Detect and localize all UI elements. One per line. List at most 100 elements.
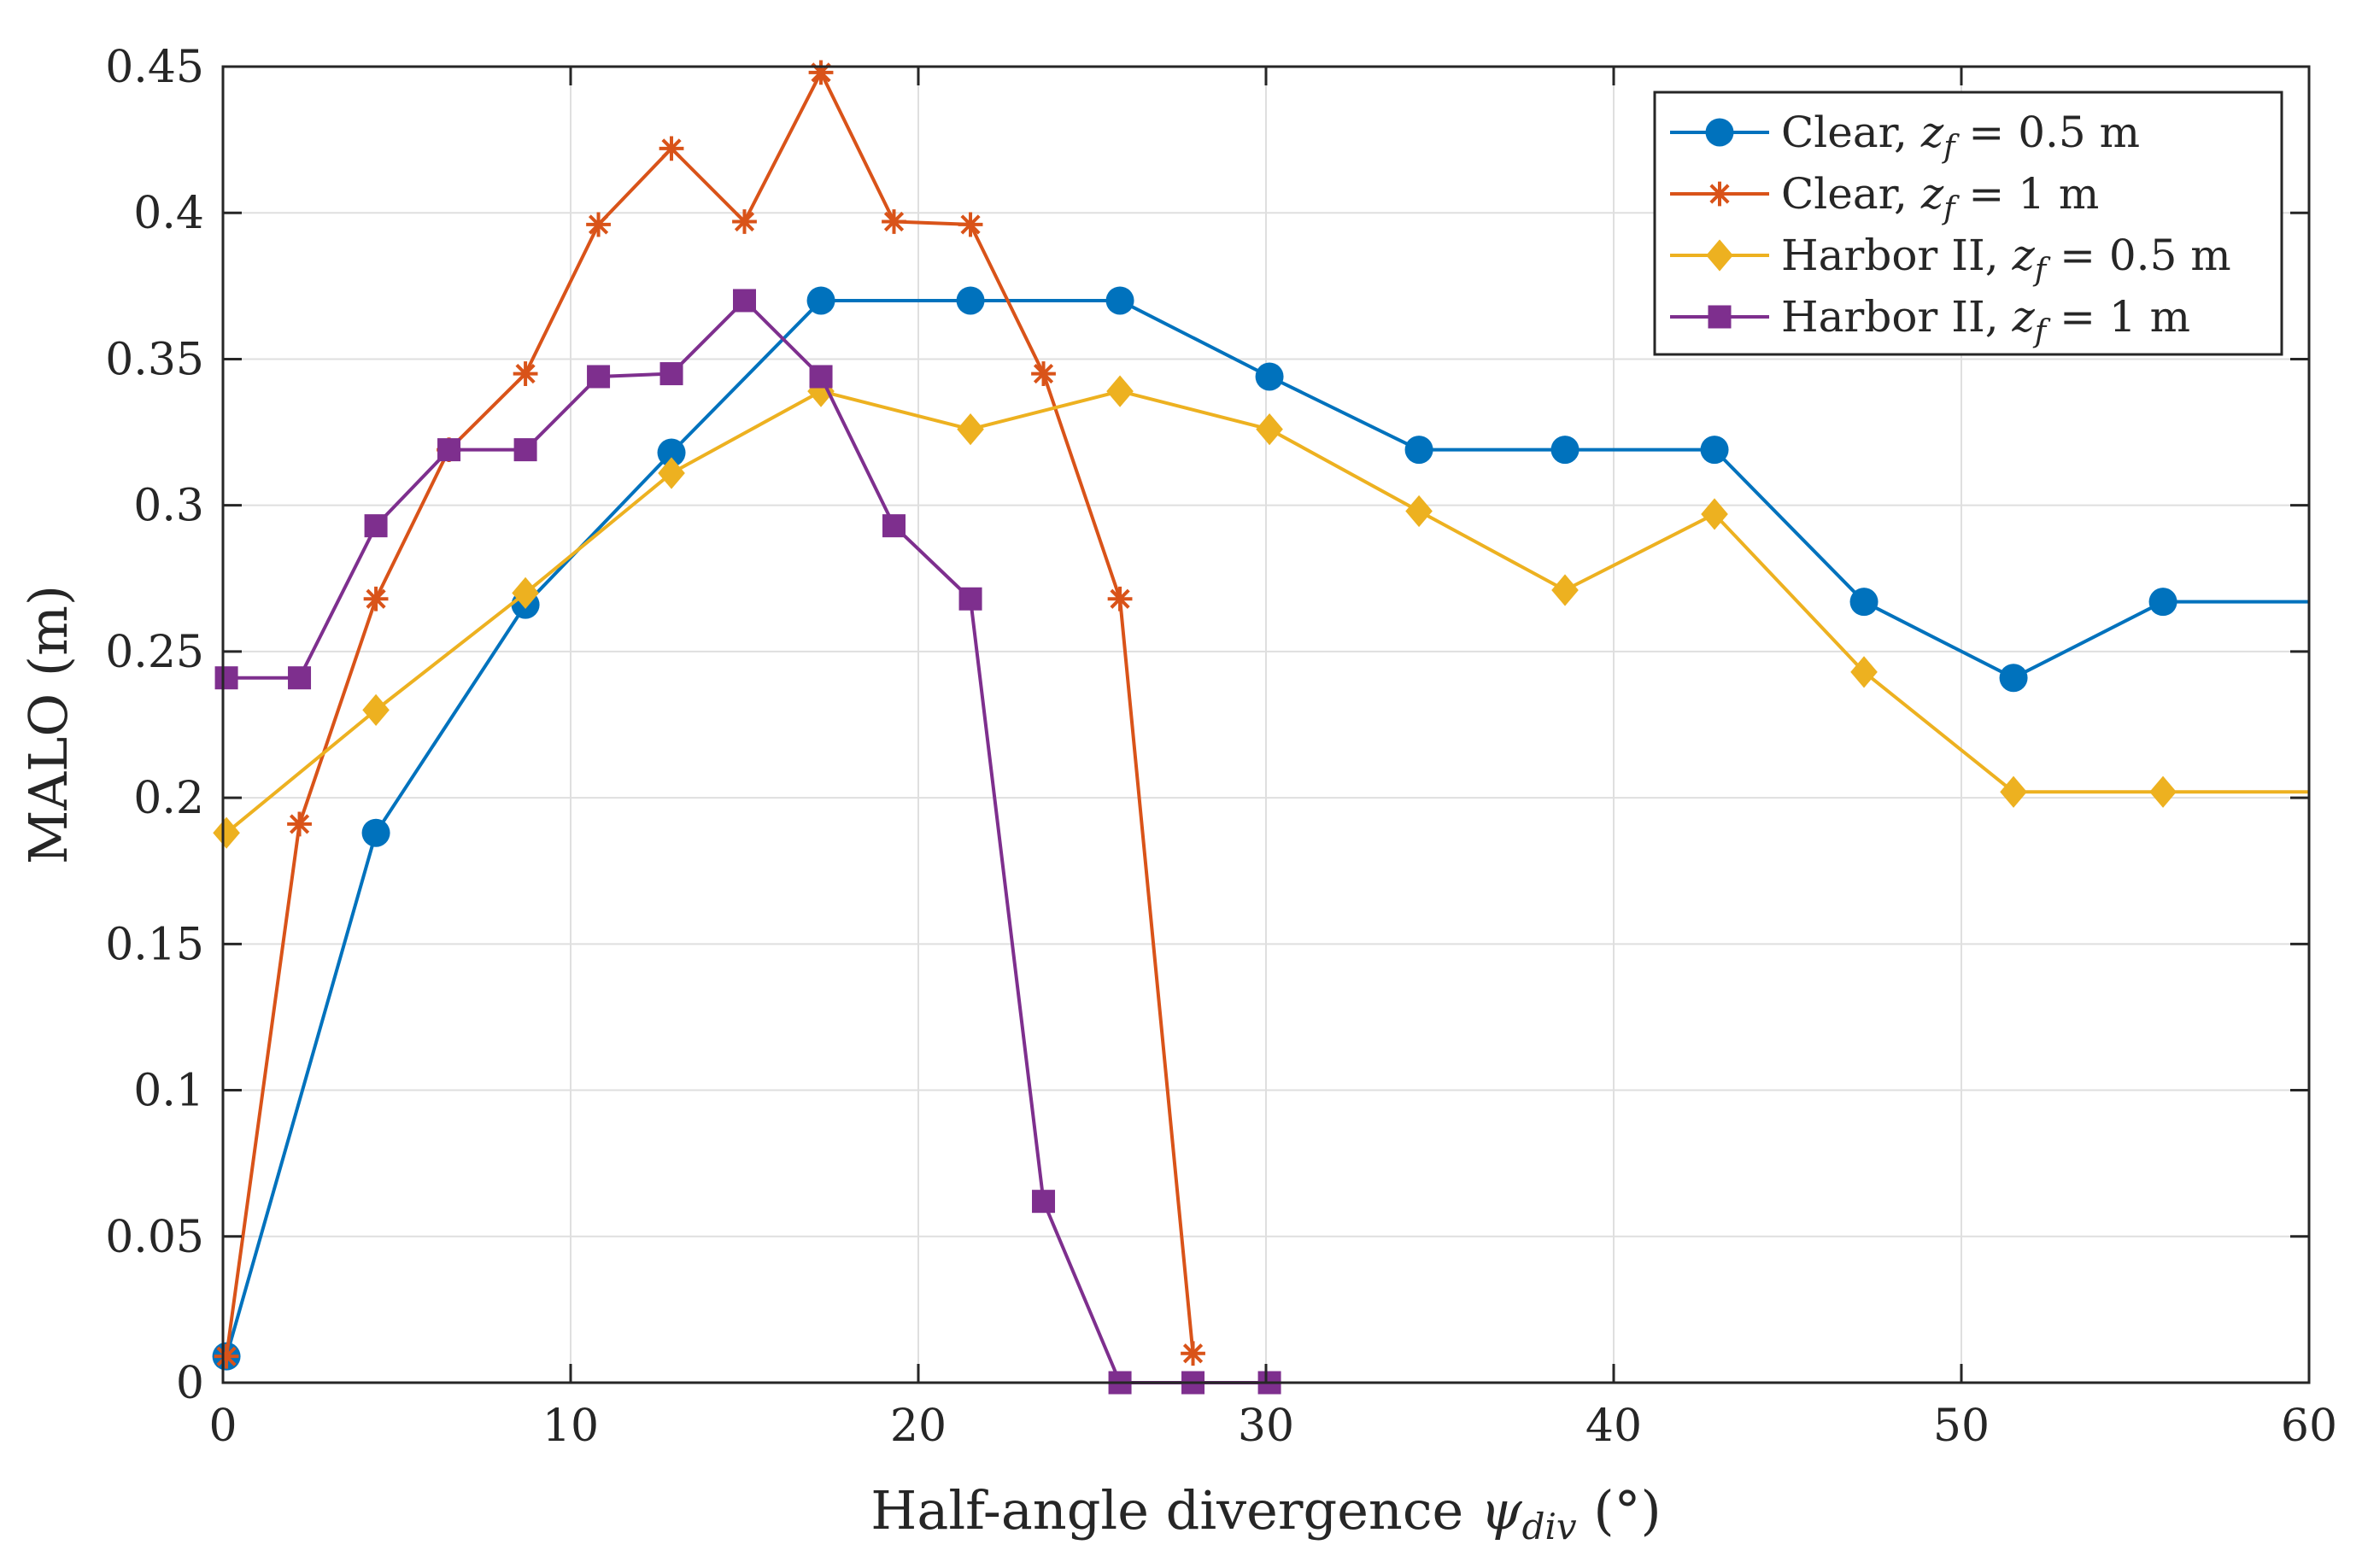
data-point <box>808 60 834 85</box>
data-point <box>363 586 389 611</box>
data-point <box>657 438 686 467</box>
data-point <box>1181 1341 1205 1366</box>
data-point <box>1550 436 1580 465</box>
data-point <box>732 209 757 234</box>
data-point <box>1405 494 1433 528</box>
data-point <box>956 286 985 315</box>
y-tick-label: 0.1 <box>133 1066 204 1117</box>
x-tick-label: 30 <box>1238 1401 1294 1452</box>
data-point <box>2000 775 2027 808</box>
data-point <box>1256 413 1283 446</box>
data-point <box>1551 574 1579 606</box>
axis-ticks: 0 10 20 30 40 50 60 0 0.05 0.1 0.15 0.2 0.25 0.3 0.35 0… <box>105 42 2337 1452</box>
data-point <box>1700 436 1729 465</box>
y-tick-label: 0.15 <box>105 919 204 970</box>
y-tick-label: 0.4 <box>133 188 204 239</box>
legend-entry: Harbor II, zf = 0.5 m <box>1670 231 2231 288</box>
legend-label-variable: z <box>2012 231 2036 280</box>
legend-label-suffix: = 1 m <box>1955 169 2100 219</box>
data-point <box>809 365 833 389</box>
legend-label-variable: z <box>2012 292 2036 342</box>
y-tick-label: 0.25 <box>105 627 204 678</box>
x-axis-label-unit: (°) <box>1577 1479 1662 1542</box>
legend-label-variable: z <box>1920 108 1944 157</box>
x-tick-label: 50 <box>1933 1401 1990 1452</box>
legend-entry: Clear, zf = 1 m <box>1670 169 2099 226</box>
y-tick-label: 0.2 <box>133 773 204 824</box>
data-point <box>659 136 684 161</box>
legend-label-prefix: Harbor II, <box>1781 231 2013 280</box>
axis-labels: Half-angle divergence ψdiv (°) MALO (m) <box>17 585 1662 1548</box>
x-tick-label: 20 <box>890 1401 947 1452</box>
legend-label-suffix: = 0.5 m <box>1955 108 2141 157</box>
data-point <box>2149 775 2177 808</box>
x-axis-label: Half-angle divergence ψdiv (°) <box>870 1479 1661 1548</box>
legend-label-prefix: Clear, <box>1781 108 1921 157</box>
x-axis-label-main: Half-angle divergence <box>870 1479 1480 1542</box>
data-point <box>958 212 983 237</box>
legend-label-prefix: Clear, <box>1781 169 1921 219</box>
data-point <box>733 289 756 313</box>
x-tick-label: 40 <box>1585 1401 1642 1452</box>
legend-label-suffix: = 0.5 m <box>2046 231 2231 280</box>
data-point <box>587 365 611 389</box>
x-tick-label: 60 <box>2281 1401 2337 1452</box>
x-axis-label-symbol: ψ <box>1480 1479 1523 1542</box>
y-tick-label: 0.3 <box>133 481 204 532</box>
data-point <box>513 361 538 386</box>
data-point <box>1106 375 1134 407</box>
series-line <box>225 70 1195 1357</box>
data-point <box>958 587 982 611</box>
x-axis-label-subscript: div <box>1522 1506 1577 1548</box>
legend-label: Clear, zf = 1 m <box>1781 169 2099 226</box>
legend-entry: Clear, zf = 0.5 m <box>1670 108 2140 165</box>
data-point <box>659 362 683 386</box>
data-point <box>1404 436 1433 465</box>
y-axis-label: MALO (m) <box>17 585 79 864</box>
data-point <box>1031 361 1056 386</box>
data-point <box>658 457 685 489</box>
data-point <box>1105 286 1134 315</box>
legend-entry: Harbor II, zf = 1 m <box>1670 292 2190 349</box>
data-point <box>957 413 984 446</box>
data-point <box>1032 1190 1056 1214</box>
data-point <box>288 666 312 690</box>
legend-marker <box>1706 239 1733 272</box>
legend-label-suffix: = 1 m <box>2046 292 2190 342</box>
y-tick-label: 0 <box>176 1358 204 1409</box>
data-point <box>806 286 835 315</box>
legend-label: Clear, zf = 0.5 m <box>1781 108 2140 165</box>
data-point <box>437 438 461 462</box>
y-tick-label: 0.45 <box>105 42 204 93</box>
data-point <box>364 514 388 538</box>
legend-label-variable: z <box>1920 169 1944 219</box>
data-point <box>1107 586 1133 611</box>
data-point <box>214 1343 239 1369</box>
y-tick-label: 0.35 <box>105 334 204 385</box>
data-point <box>213 816 240 849</box>
legend-label: Harbor II, zf = 0.5 m <box>1781 231 2231 288</box>
y-tick-label: 0.05 <box>105 1212 204 1263</box>
legend-label: Harbor II, zf = 1 m <box>1781 292 2190 349</box>
data-point <box>361 818 390 847</box>
data-point <box>1850 656 1878 688</box>
data-point <box>1701 498 1728 530</box>
data-point <box>586 212 611 237</box>
data-point <box>2148 588 2177 617</box>
data-point <box>362 693 390 726</box>
legend-label-prefix: Harbor II, <box>1781 292 2013 342</box>
data-point <box>214 666 238 690</box>
legend-marker <box>1708 305 1732 329</box>
data-point <box>882 209 906 234</box>
data-point <box>882 514 906 538</box>
data-point <box>1849 588 1878 617</box>
legend-marker <box>1705 118 1734 147</box>
legend-box <box>1653 91 2283 356</box>
legend-marker <box>1707 181 1732 207</box>
data-point <box>513 438 537 462</box>
data-point <box>1999 664 2028 693</box>
data-point <box>1255 362 1284 391</box>
data-point <box>287 811 312 837</box>
